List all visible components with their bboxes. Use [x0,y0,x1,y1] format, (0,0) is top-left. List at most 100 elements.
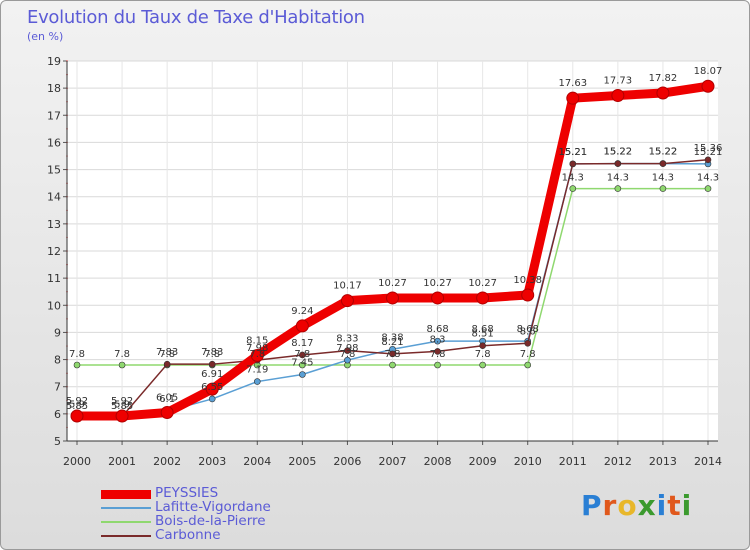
data-point [656,86,670,100]
data-point [566,91,580,105]
data-label: 7.8 [159,349,175,360]
data-point [431,291,445,305]
data-point [205,382,219,396]
x-tick-label: 2009 [469,455,497,468]
data-label: 9.24 [291,306,313,317]
data-point [73,361,81,369]
data-label: 15.21 [558,147,587,158]
x-tick-label: 2001 [108,455,136,468]
chart-title: Evolution du Taux de Taxe d'Habitation [27,7,365,28]
data-point [704,185,712,192]
y-tick-label: 17 [47,109,61,122]
logo-letter: x [637,489,657,522]
logo-letter: i [681,489,693,522]
data-point [521,288,535,302]
data-point [250,349,264,362]
data-label: 5.85 [66,401,88,412]
data-point [476,291,490,305]
data-label: 17.63 [558,78,587,89]
data-label: 7.98 [246,343,268,354]
data-label: 7.8 [114,349,130,360]
data-label: 7.83 [201,347,223,358]
legend-swatch [101,507,151,509]
data-point [340,294,354,308]
data-point [115,409,129,423]
data-point [614,160,622,167]
data-point [569,185,577,192]
data-label: 14.3 [652,173,674,184]
data-label: 15.22 [604,147,633,158]
logo-letter: t [667,489,682,522]
data-point [208,360,216,368]
data-label: 8.21 [381,337,403,348]
data-point [479,342,486,350]
data-point [299,371,306,378]
data-point [163,360,171,368]
data-label: 8.38 [381,332,403,343]
data-point [611,88,625,102]
data-label: 7.8 [430,349,446,360]
legend-label: Carbonne [155,527,221,543]
data-label: 6.05 [156,393,178,404]
data-point [208,395,216,403]
data-label: 8.68 [426,324,448,335]
data-label: 5.92 [66,396,88,407]
data-label: 15.21 [558,147,587,158]
data-point [434,337,441,345]
data-label: 8.6 [520,326,536,337]
data-point [569,160,577,168]
y-tick-label: 19 [47,55,61,68]
y-tick-label: 15 [47,164,61,177]
data-label: 10.17 [333,281,362,292]
data-label: 6.1 [159,394,175,405]
data-label: 14.3 [697,173,719,184]
data-label: 7.8 [69,349,85,360]
x-tick-label: 2005 [288,455,316,468]
y-tick-label: 6 [54,408,61,421]
x-tick-label: 2002 [153,455,181,468]
legend-label: PEYSSIES [155,485,219,501]
data-label: 15.22 [604,147,633,158]
data-label: 8.15 [246,336,268,347]
y-tick-label: 16 [47,136,61,149]
data-label: 5.9 [69,400,85,411]
data-point [479,361,486,369]
data-label: 7.45 [291,358,313,369]
x-tick-label: 2011 [559,455,587,468]
data-point [704,156,712,164]
data-point [299,361,306,369]
x-tick-label: 2014 [694,455,722,468]
data-point [389,350,396,358]
data-point [70,409,84,423]
data-label: 8.33 [336,334,358,345]
data-label: 7.8 [294,349,310,360]
x-tick-label: 2012 [604,455,632,468]
legend-label: Bois-de-la-Pierre [155,513,266,529]
x-tick-label: 2010 [514,455,542,468]
logo-letter: r [602,489,618,522]
y-tick-label: 5 [54,435,61,448]
y-tick-label: 11 [47,272,61,285]
data-label: 7.8 [204,349,220,360]
data-point [160,406,174,419]
data-point [389,361,396,369]
data-label: 5.85 [111,401,133,412]
x-tick-label: 2003 [198,455,226,468]
data-label: 7.8 [249,349,265,360]
data-point [344,356,351,364]
y-tick-label: 12 [47,245,61,258]
data-label: 10.38 [513,275,542,286]
data-label: 8.51 [472,329,494,340]
data-label: 15.36 [694,143,723,154]
logo-letter: i [656,489,668,522]
proxiti-logo: Proxiti [581,489,692,522]
x-tick-label: 2004 [243,455,271,468]
data-point [434,348,441,355]
data-label: 6.91 [201,369,223,380]
data-label: 10.27 [378,278,407,289]
x-tick-label: 2007 [379,455,407,468]
y-tick-label: 8 [54,354,61,367]
data-label: 14.3 [562,173,584,184]
